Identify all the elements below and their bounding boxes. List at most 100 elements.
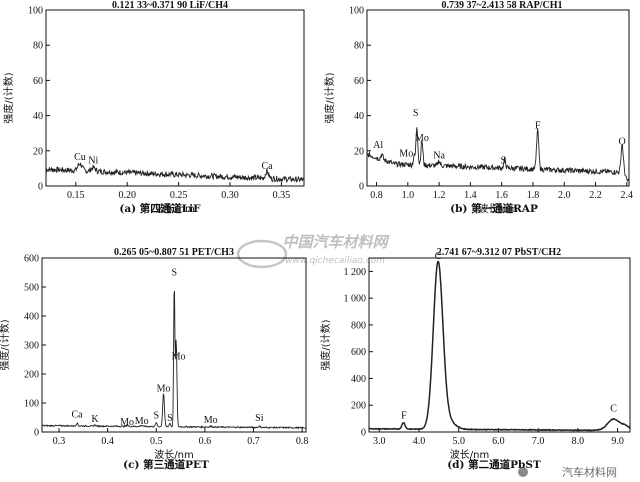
x-tick-label: 2.4: [621, 190, 634, 201]
x-tick-label: 0.35: [273, 190, 291, 201]
peak-label: K: [91, 414, 99, 425]
x-tick-label: 6.0: [492, 436, 505, 447]
y-tick-label: 1 200: [344, 267, 367, 278]
panel-caption: (a) 第四通道LiF: [119, 202, 201, 215]
y-tick-label: 80: [354, 41, 364, 52]
y-tick-label: 40: [354, 111, 364, 122]
x-tick-label: 1.2: [433, 190, 446, 201]
y-tick-label: 800: [351, 320, 366, 331]
x-axis-label: 波长/nm: [155, 202, 194, 215]
y-tick-label: 60: [354, 76, 364, 87]
y-tick-label: 20: [33, 146, 43, 157]
peak-label: F: [401, 410, 407, 421]
y-tick-label: 400: [24, 312, 39, 323]
chart-panel-a: 0 20 40 60 80 100 0.15 0.20 0.25 0.30 0.35 0.121 33…: [2, 0, 305, 215]
y-tick-label: 60: [33, 76, 43, 87]
x-tick-label: 8.0: [572, 436, 585, 447]
peak-label: Ni: [88, 156, 98, 167]
y-tick-label: 100: [24, 399, 39, 410]
peak-label: C: [610, 404, 617, 415]
plot-frame: [45, 9, 305, 187]
y-tick-label: 600: [24, 254, 39, 265]
peak-label: Si: [255, 413, 264, 424]
y-tick-label: 20: [354, 146, 364, 157]
peak-label: F: [535, 120, 541, 131]
y-tick-label: 600: [351, 347, 366, 358]
spectrum-trace: [366, 127, 630, 184]
x-tick-label: 7.0: [532, 436, 545, 447]
y-tick-label: 500: [24, 283, 39, 294]
peak-label: Al: [373, 140, 383, 151]
watermark-corner: 汽车材料网: [562, 465, 617, 479]
panel-caption: (c) 第三通道PET: [123, 458, 209, 471]
chart-panel-b: 0 20 40 60 80 100 0.8 1.0 1.2 1.4 1.6 1.8 2.0 2.2 2.4 0…: [323, 0, 633, 215]
peak-label: S: [167, 413, 173, 424]
x-tick-label: 2.0: [558, 190, 571, 201]
peak-label: Mo: [172, 351, 186, 362]
peak-label: S: [413, 108, 419, 119]
y-tick-label: 1 000: [344, 294, 367, 305]
x-tick-label: 0.15: [67, 190, 85, 201]
x-tick-label: 0.3: [53, 436, 66, 447]
x-tick-label: 0.25: [170, 190, 188, 201]
x-tick-label: 1.4: [464, 190, 477, 201]
x-tick-label: 4.0: [413, 436, 426, 447]
x-tick-label: 5.0: [452, 436, 465, 447]
watermark-main: 中国汽车材料网: [282, 233, 390, 251]
peak-label: S: [500, 156, 506, 167]
x-tick-label: 2.2: [589, 190, 602, 201]
peak-label: Mo: [157, 383, 171, 394]
x-tick-label: 1.0: [402, 190, 415, 201]
peak-label: C: [435, 251, 442, 262]
peak-label: Mo: [399, 149, 413, 160]
x-tick-label: 0.7: [247, 436, 260, 447]
peak-label: S: [171, 267, 177, 278]
peak-label: Ca: [71, 409, 83, 420]
peak-label: Mo: [415, 133, 429, 144]
peak-label: S: [153, 411, 159, 422]
watermark-logo: [236, 239, 288, 269]
y-axis-label: 强度/(计数): [2, 72, 15, 123]
x-axis-label: 波长/nm: [478, 202, 517, 215]
plot-frame: [368, 257, 631, 433]
panel-caption: (b) 第一通道RAP: [450, 202, 538, 215]
y-axis-label: 强度/(计数): [323, 72, 336, 123]
peak-label: Na: [433, 150, 445, 161]
x-tick-label: 0.20: [118, 190, 136, 201]
y-tick-label: 300: [24, 341, 39, 352]
peak-label: Mo: [135, 416, 149, 427]
x-tick-label: 1.6: [495, 190, 508, 201]
x-tick-label: 1.8: [527, 190, 540, 201]
spectrum-trace: [41, 290, 307, 430]
y-tick-label: 100: [28, 6, 43, 17]
x-tick-label: 0.6: [199, 436, 212, 447]
x-tick-label: 0.8: [296, 436, 309, 447]
x-tick-label: 9.0: [611, 436, 624, 447]
x-tick-label: 0.4: [101, 436, 114, 447]
watermark-url: www.qichecailiao.com: [285, 256, 385, 266]
y-tick-label: 0: [361, 428, 366, 439]
y-tick-label: 0: [34, 428, 39, 439]
wechat-icon: [518, 467, 528, 477]
x-axis-label: 波长/nm: [450, 448, 489, 461]
y-axis-label: 强度/(计数): [319, 319, 332, 370]
peak-label: Cu: [74, 152, 86, 163]
y-tick-label: 40: [33, 111, 43, 122]
channel-header: 0.265 05~0.807 51 PET/CH3: [114, 247, 234, 258]
chart-panel-d: 0 200 400 600 800 1 000 1 200 3.0 4.0 5.0 6.0 7.0 8.…: [319, 247, 631, 471]
channel-header: 0.121 33~0.371 90 LiF/CH4: [112, 0, 228, 11]
y-tick-label: 0: [359, 182, 364, 193]
plot-frame: [366, 9, 630, 187]
spectrum-trace: [45, 161, 305, 184]
y-tick-label: 0: [38, 182, 43, 193]
y-tick-label: 80: [33, 41, 43, 52]
y-tick-label: 200: [351, 401, 366, 412]
peak-label: Ca: [261, 161, 273, 172]
x-tick-label: 0.8: [370, 190, 383, 201]
channel-header: 2.741 67~9.312 07 PbST/CH2: [437, 247, 561, 258]
peak-label: Mo: [120, 417, 134, 428]
y-tick-label: 100: [349, 6, 364, 17]
spectrum-trace: [368, 260, 631, 432]
channel-header: 0.739 37~2.413 58 RAP/CH1: [441, 0, 562, 11]
